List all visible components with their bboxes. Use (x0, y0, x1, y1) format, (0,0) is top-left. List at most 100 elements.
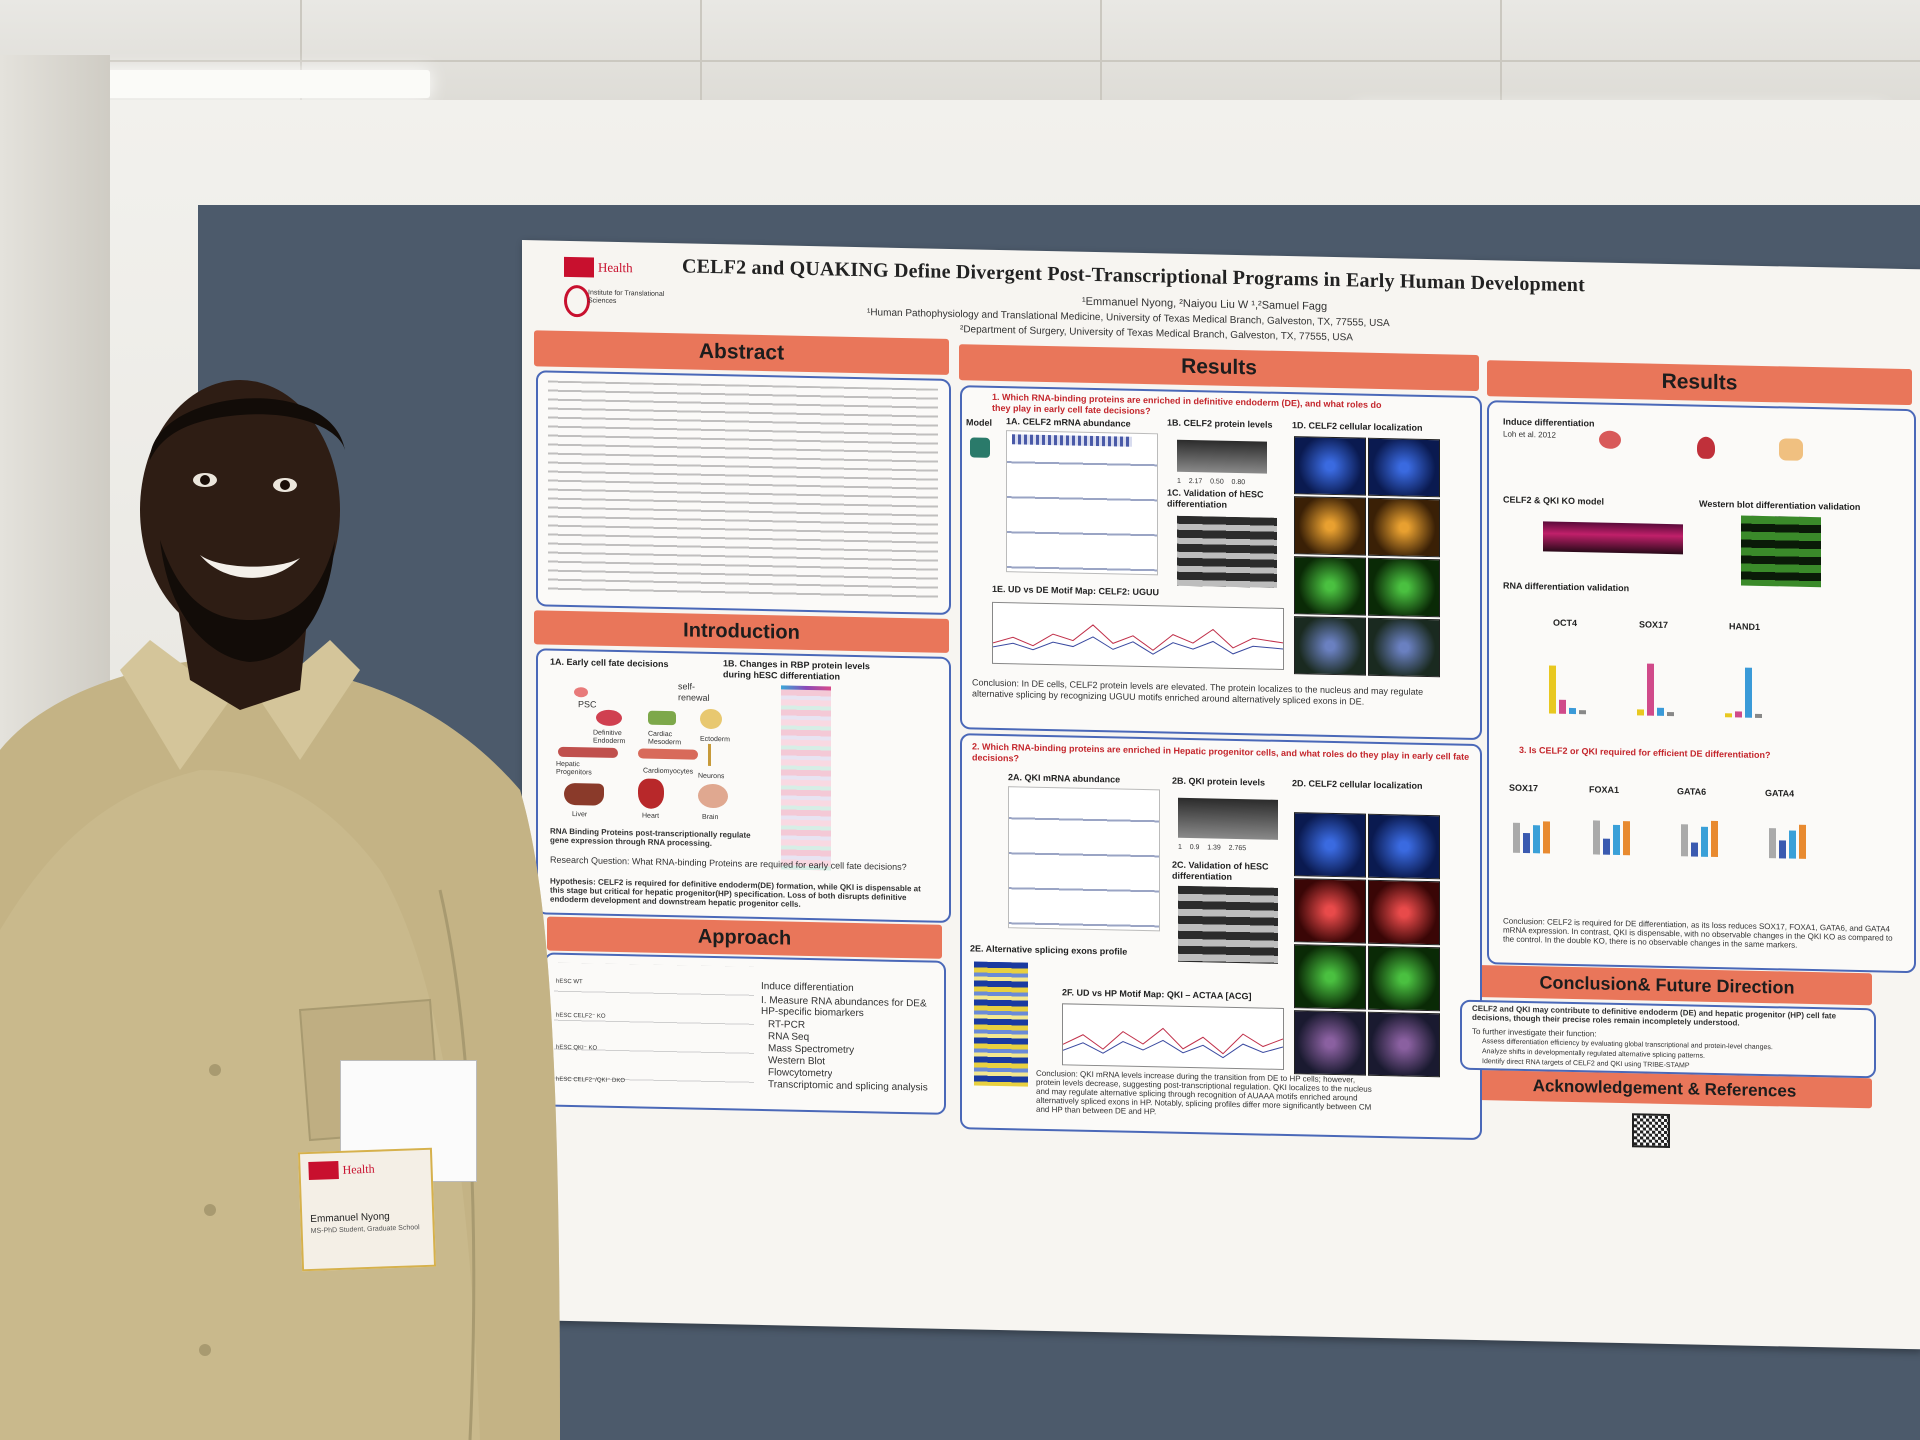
bar-chart-oct4 (1549, 654, 1586, 715)
gene2-sox17: SOX17 (1509, 782, 1539, 794)
fig2b-quant: 1 0.9 1.39 2.765 (1178, 842, 1288, 855)
dapi2-image-1 (1294, 812, 1366, 878)
utmb-logo (564, 256, 594, 278)
overlay-image-1 (1294, 616, 1366, 676)
abstract-panel (536, 370, 951, 615)
results-panel-2: 2. Which RNA-binding proteins are enrich… (960, 733, 1482, 1141)
conclusion-panel: CELF2 and QKI may contribute to definiti… (1460, 999, 1876, 1079)
hp-cell-icon-3 (1779, 438, 1803, 461)
quant-4: 0.80 (1231, 478, 1246, 487)
quant2-3: 1.39 (1207, 844, 1221, 852)
results-panel-3: Induce differentiation Loh et al. 2012 C… (1487, 400, 1916, 974)
gene2-gata4: GATA4 (1765, 788, 1795, 799)
gene-sox17: SOX17 (1639, 619, 1669, 631)
approach-heading: Induce differentiation (761, 981, 854, 994)
gene-oct4: OCT4 (1553, 617, 1578, 629)
celf2-image-2 (1368, 497, 1440, 558)
section-approach: Approach (547, 916, 942, 959)
approach-item-7: Transcriptomic and splicing analysis (768, 1079, 928, 1094)
cm-cell-icon (648, 710, 676, 726)
brain-icon (698, 783, 728, 809)
institute-text: Institute for Translational Sciences (588, 289, 665, 305)
ectoderm-label: Ectoderm (700, 735, 730, 744)
approach-row-2: hESC CELF2⁻ KO (556, 1012, 606, 1020)
abstract-text (548, 380, 938, 604)
overlay2-image-2 (1368, 1011, 1440, 1078)
quant-3: 0.50 (1210, 478, 1224, 486)
de-cell-icon (596, 709, 622, 727)
fig1c-blot (1177, 515, 1277, 588)
question3: 3. Is CELF2 or QKI required for efficien… (1519, 744, 1771, 761)
brain-label: Brain (702, 813, 719, 822)
quant2-1: 1 (1178, 843, 1182, 851)
motif-plot-2-lines (1062, 1027, 1284, 1059)
results2-conclusion: Conclusion: QKI mRNA levels increase dur… (1036, 1068, 1372, 1117)
fig1e-title: 1E. UD vs DE Motif Map: CELF2: UGUU (992, 583, 1160, 598)
intro-fig1a-title: 1A. Early cell fate decisions (550, 656, 669, 670)
neuron-icon (708, 743, 711, 766)
liver-icon (564, 782, 604, 806)
fig2a-title: 2A. QKI mRNA abundance (1008, 772, 1121, 785)
results-panel-1: 1. Which RNA-binding proteins are enrich… (960, 385, 1482, 741)
rbp-heatmap (781, 689, 831, 871)
partition-wall-left (0, 55, 110, 755)
celf2-image-1 (1294, 496, 1366, 556)
bar-chart-sox17 (1637, 655, 1674, 717)
dapi2-image-2 (1368, 813, 1440, 880)
actin2-image-1 (1294, 944, 1366, 1010)
rna-validation-label: RNA differentiation validation (1503, 580, 1630, 594)
approach-item-3: RNA Seq (768, 1031, 810, 1044)
fig2b-blot (1178, 797, 1278, 840)
poster-authors: ¹Emmanuel Nyong, ²Naiyou Liu W ¹,²Samuel… (1082, 295, 1328, 313)
fig1b-blot (1177, 439, 1267, 474)
ko-gel (1543, 521, 1683, 555)
psc-cell-icon (574, 687, 588, 698)
model-cell-icon (970, 437, 990, 458)
results2-question: 2. Which RNA-binding proteins are enrich… (972, 741, 1470, 764)
results3-conclusion: Conclusion: CELF2 is required for DE dif… (1503, 916, 1893, 950)
hypothesis: Hypothesis: CELF2 is required for defini… (550, 876, 921, 909)
approach-item-2: RT-PCR (768, 1019, 806, 1031)
results1-conclusion: Conclusion: In DE cells, CELF2 protein l… (972, 677, 1424, 707)
overlay2-image-1 (1294, 1010, 1366, 1076)
heart-icon (638, 778, 664, 809)
fig1b-title: 1B. CELF2 protein levels (1167, 417, 1273, 430)
fig1d-title: 1D. CELF2 cellular localization (1292, 420, 1423, 433)
definitive-endoderm-label: Definitive Endoderm (593, 729, 626, 746)
fig1b-quant: 1 2.17 0.50 0.80 (1177, 476, 1277, 489)
bar-chart-ko-gata4 (1769, 808, 1806, 859)
heart-label: Heart (642, 812, 660, 820)
badge-dept: MS-PhD Student, Graduate School (310, 1224, 420, 1235)
quant2-4: 2.765 (1228, 844, 1247, 853)
cardiomyocyte-icon (638, 748, 698, 760)
model-label: Model (966, 417, 992, 428)
dapi-image-2 (1368, 437, 1440, 498)
fig1a-title: 1A. CELF2 mRNA abundance (1006, 416, 1131, 429)
motif-plot-lines (992, 624, 1284, 655)
fig1e-motif-plot (992, 601, 1284, 670)
fig2f-title: 2F. UD vs HP Motif Map: QKI – ACTAA [ACG… (1062, 987, 1252, 1002)
loh-citation: Loh et al. 2012 (1503, 429, 1556, 440)
badge-logo (308, 1160, 339, 1181)
de-cell-icon-3 (1697, 436, 1715, 459)
western-label: Western blot differentiation validation (1699, 498, 1861, 513)
fig2a-tracks (1008, 786, 1160, 932)
fig2c-title: 2C. Validation of hESC differentiation (1172, 859, 1269, 882)
ko-model-label: CELF2 & QKI KO model (1503, 494, 1605, 507)
hesc-cluster-icon (1599, 430, 1621, 450)
research-poster: Health Institute for Translational Scien… (522, 240, 1920, 1350)
cardiomyocytes-label: Cardiomyocytes (643, 767, 694, 776)
bar-chart-ko-sox17 (1513, 803, 1550, 854)
cardiac-mesoderm-label: Cardiac Mesoderm (648, 730, 682, 747)
neurons-label: Neurons (698, 772, 725, 781)
liver-label: Liver (572, 811, 588, 819)
gene2-foxa1: FOXA1 (1589, 784, 1620, 795)
approach-row-1: hESC WT (556, 978, 583, 986)
fig2d-title: 2D. CELF2 cellular localization (1292, 778, 1423, 791)
western-gel (1741, 515, 1821, 588)
section-introduction: Introduction (534, 610, 949, 653)
quant-2: 2.17 (1188, 477, 1203, 486)
approach-item-6: Flowcytometry (768, 1067, 833, 1080)
bar-chart-ko-gata6 (1681, 806, 1718, 858)
section-results-1: Results (959, 344, 1479, 392)
